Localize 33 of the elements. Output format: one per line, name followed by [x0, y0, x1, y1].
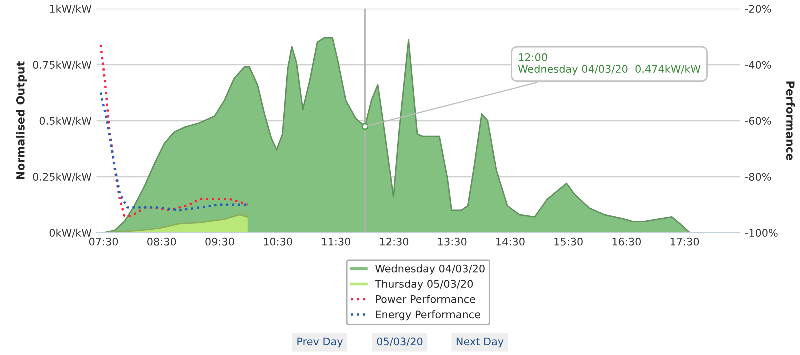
y2-tick-label: -40% — [745, 61, 772, 69]
y-tick-label: 0.75kW/kW — [33, 60, 92, 70]
x-tick-label: 15:30 — [554, 238, 583, 246]
x-tick-label: 11:30 — [322, 238, 350, 246]
y-tick-label: 0kW/kW — [50, 228, 92, 238]
y2-tick-label: -100% — [745, 229, 778, 237]
y2-tick-label: -80% — [745, 173, 772, 181]
y-tick-label: 1kW/kW — [50, 4, 92, 14]
x-tick-label: 16:30 — [612, 238, 642, 246]
y-axis-title: Normalised Output — [16, 62, 28, 180]
text: 05/03/20 — [377, 338, 423, 346]
text: Prev Day — [298, 338, 343, 348]
x-tick-label: 08:30 — [148, 238, 176, 246]
x-tick-label: 14:30 — [496, 238, 525, 246]
legend-label: Power Performance — [376, 295, 476, 304]
x-tick-label: 13:30 — [438, 238, 467, 246]
x-tick-label: 12:30 — [380, 238, 409, 246]
y-tick-label: 0.25kW/kW — [33, 172, 92, 182]
line-series — [100, 44, 249, 218]
x-tick-label: 07:30 — [89, 238, 118, 246]
x-tick-label: 09:30 — [206, 238, 234, 246]
y2-tick-label: -60% — [745, 117, 772, 125]
legend-label: Thursday 05/03/20 — [375, 280, 474, 290]
text: Next Day — [456, 338, 504, 348]
x-tick-label: 17:30 — [670, 238, 700, 246]
legend-label: Wednesday 04/03/20 — [376, 264, 485, 275]
y2-tick-label: -20% — [745, 5, 772, 13]
x-tick-label: 10:30 — [264, 238, 292, 246]
line-series — [100, 92, 249, 212]
y2-axis-title: Performance — [786, 82, 796, 160]
y-tick-label: 0.5kW/kW — [40, 116, 92, 126]
legend-label: Energy Performance — [376, 310, 480, 321]
annotation: 12:00 Wednesday 04/03/20 0.474kW/kW — [518, 54, 701, 76]
